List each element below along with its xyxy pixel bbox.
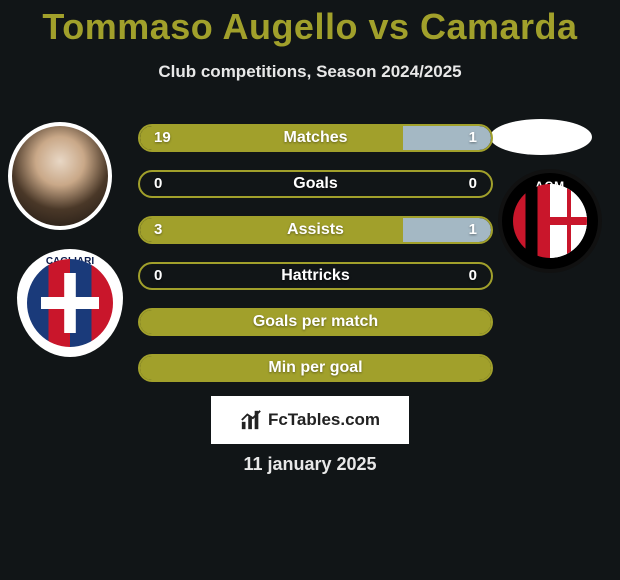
stat-label: Matches [140, 126, 491, 150]
stat-row: 00Hattricks [138, 262, 493, 290]
stat-label: Goals per match [140, 310, 491, 334]
stat-row: Goals per match [138, 308, 493, 336]
stat-row: Min per goal [138, 354, 493, 382]
date-label: 11 january 2025 [0, 454, 620, 475]
stat-label: Assists [140, 218, 491, 242]
player-right-avatar [490, 119, 592, 155]
club-left-badge: CAGLIARI [19, 251, 121, 355]
chart-icon [240, 409, 262, 431]
stat-row: 191Matches [138, 124, 493, 152]
page-title: Tommaso Augello vs Camarda [0, 0, 620, 48]
club-right-badge: ACM [498, 169, 602, 273]
stat-label: Goals [140, 172, 491, 196]
page-subtitle: Club competitions, Season 2024/2025 [0, 62, 620, 82]
stat-row: 31Assists [138, 216, 493, 244]
stats-bars: 191Matches 00Goals 31Assists 00Hattricks Goa… [138, 124, 493, 400]
watermark: FcTables.com [211, 396, 409, 444]
stat-row: 00Goals [138, 170, 493, 198]
stat-label: Hattricks [140, 264, 491, 288]
stat-label: Min per goal [140, 356, 491, 380]
player-left-avatar [8, 122, 112, 230]
watermark-text: FcTables.com [268, 410, 380, 430]
